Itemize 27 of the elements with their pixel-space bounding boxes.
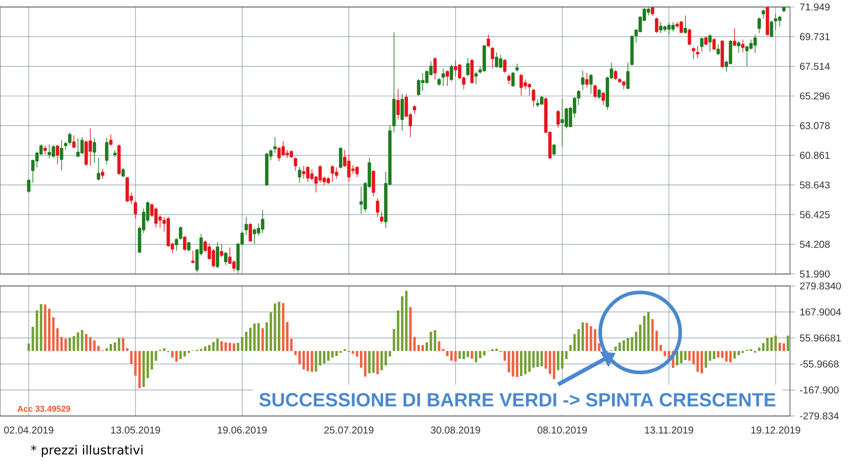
y-tick-label: 60.861 bbox=[800, 152, 830, 159]
y-tick-label: 55.96681 bbox=[800, 334, 841, 342]
y-tick-label: -55.9668 bbox=[800, 360, 839, 368]
x-tick-label: 19.06.2019 bbox=[218, 426, 267, 434]
y-tick-label: -167.900 bbox=[800, 386, 839, 394]
y-tick-label: 54.208 bbox=[800, 240, 830, 248]
y-tick-label: 56.425 bbox=[800, 211, 830, 218]
y-tick-label: 67.514 bbox=[800, 62, 830, 70]
x-tick-label: 30.08.2019 bbox=[430, 426, 480, 434]
x-tick-label: 13.05.2019 bbox=[111, 426, 160, 434]
y-tick-label: 65.296 bbox=[800, 92, 830, 100]
annotation: SUCCESSIONE DI BARRE VERDI -> SPINTA CRESCENTE bbox=[259, 393, 776, 407]
x-tick-label: 19.12.2019 bbox=[751, 426, 800, 434]
text: * prezzi illustrativi bbox=[30, 444, 142, 458]
y-tick-label: 51.990 bbox=[800, 270, 830, 278]
annotation: Acc 33.49529 bbox=[17, 406, 70, 412]
y-tick-label: 58.643 bbox=[800, 181, 830, 189]
y-tick-label: 279.8340 bbox=[800, 282, 841, 290]
y-tick-label: 69.731 bbox=[800, 33, 830, 40]
y-tick-label: 71.949 bbox=[800, 3, 830, 11]
y-tick-label: -279.834 bbox=[800, 412, 839, 420]
x-tick-label: 13.11.2019 bbox=[645, 426, 694, 434]
y-tick-label: 63.078 bbox=[800, 122, 830, 130]
y-tick-label: 167.9004 bbox=[800, 308, 841, 316]
x-tick-label: 02.04.2019 bbox=[4, 426, 54, 434]
x-tick-label: 08.10.2019 bbox=[538, 426, 587, 434]
x-tick-label: 25.07.2019 bbox=[324, 426, 374, 434]
